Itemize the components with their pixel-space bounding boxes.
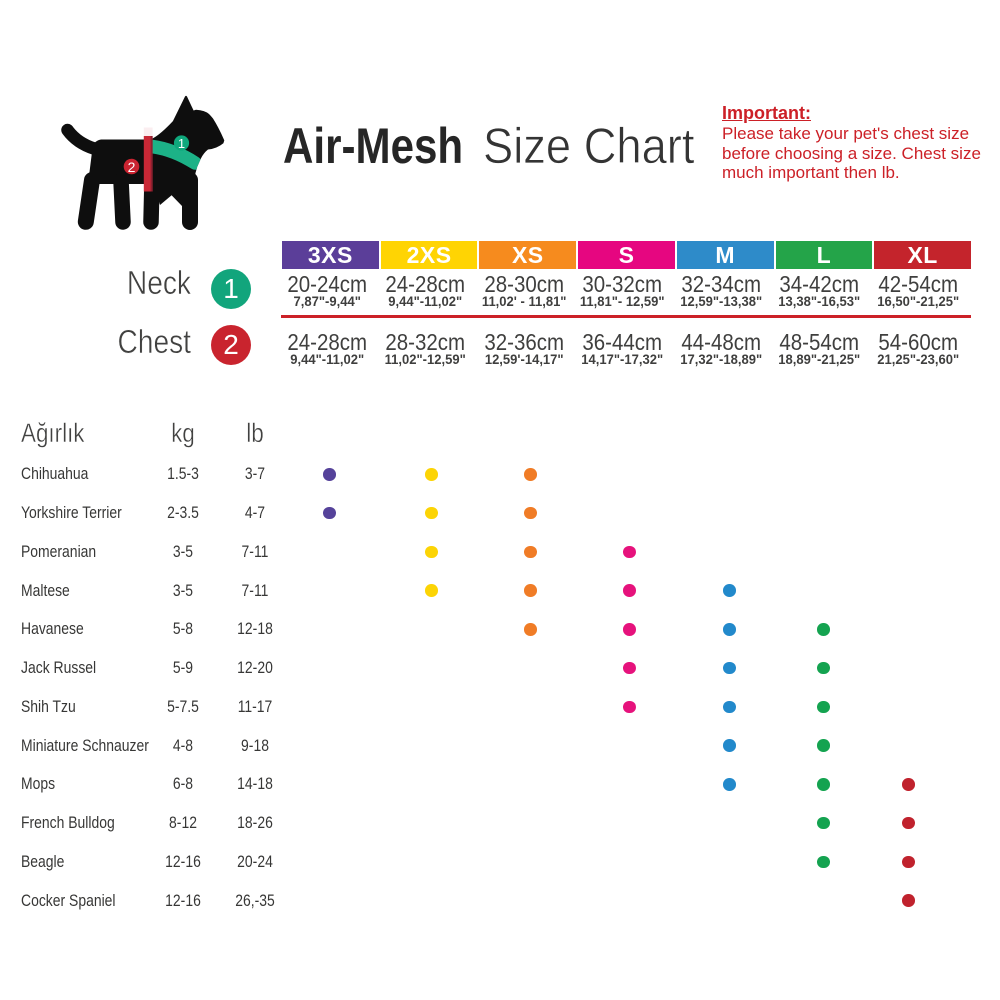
svg-text:1: 1 bbox=[178, 136, 185, 151]
svg-text:2: 2 bbox=[128, 159, 136, 175]
